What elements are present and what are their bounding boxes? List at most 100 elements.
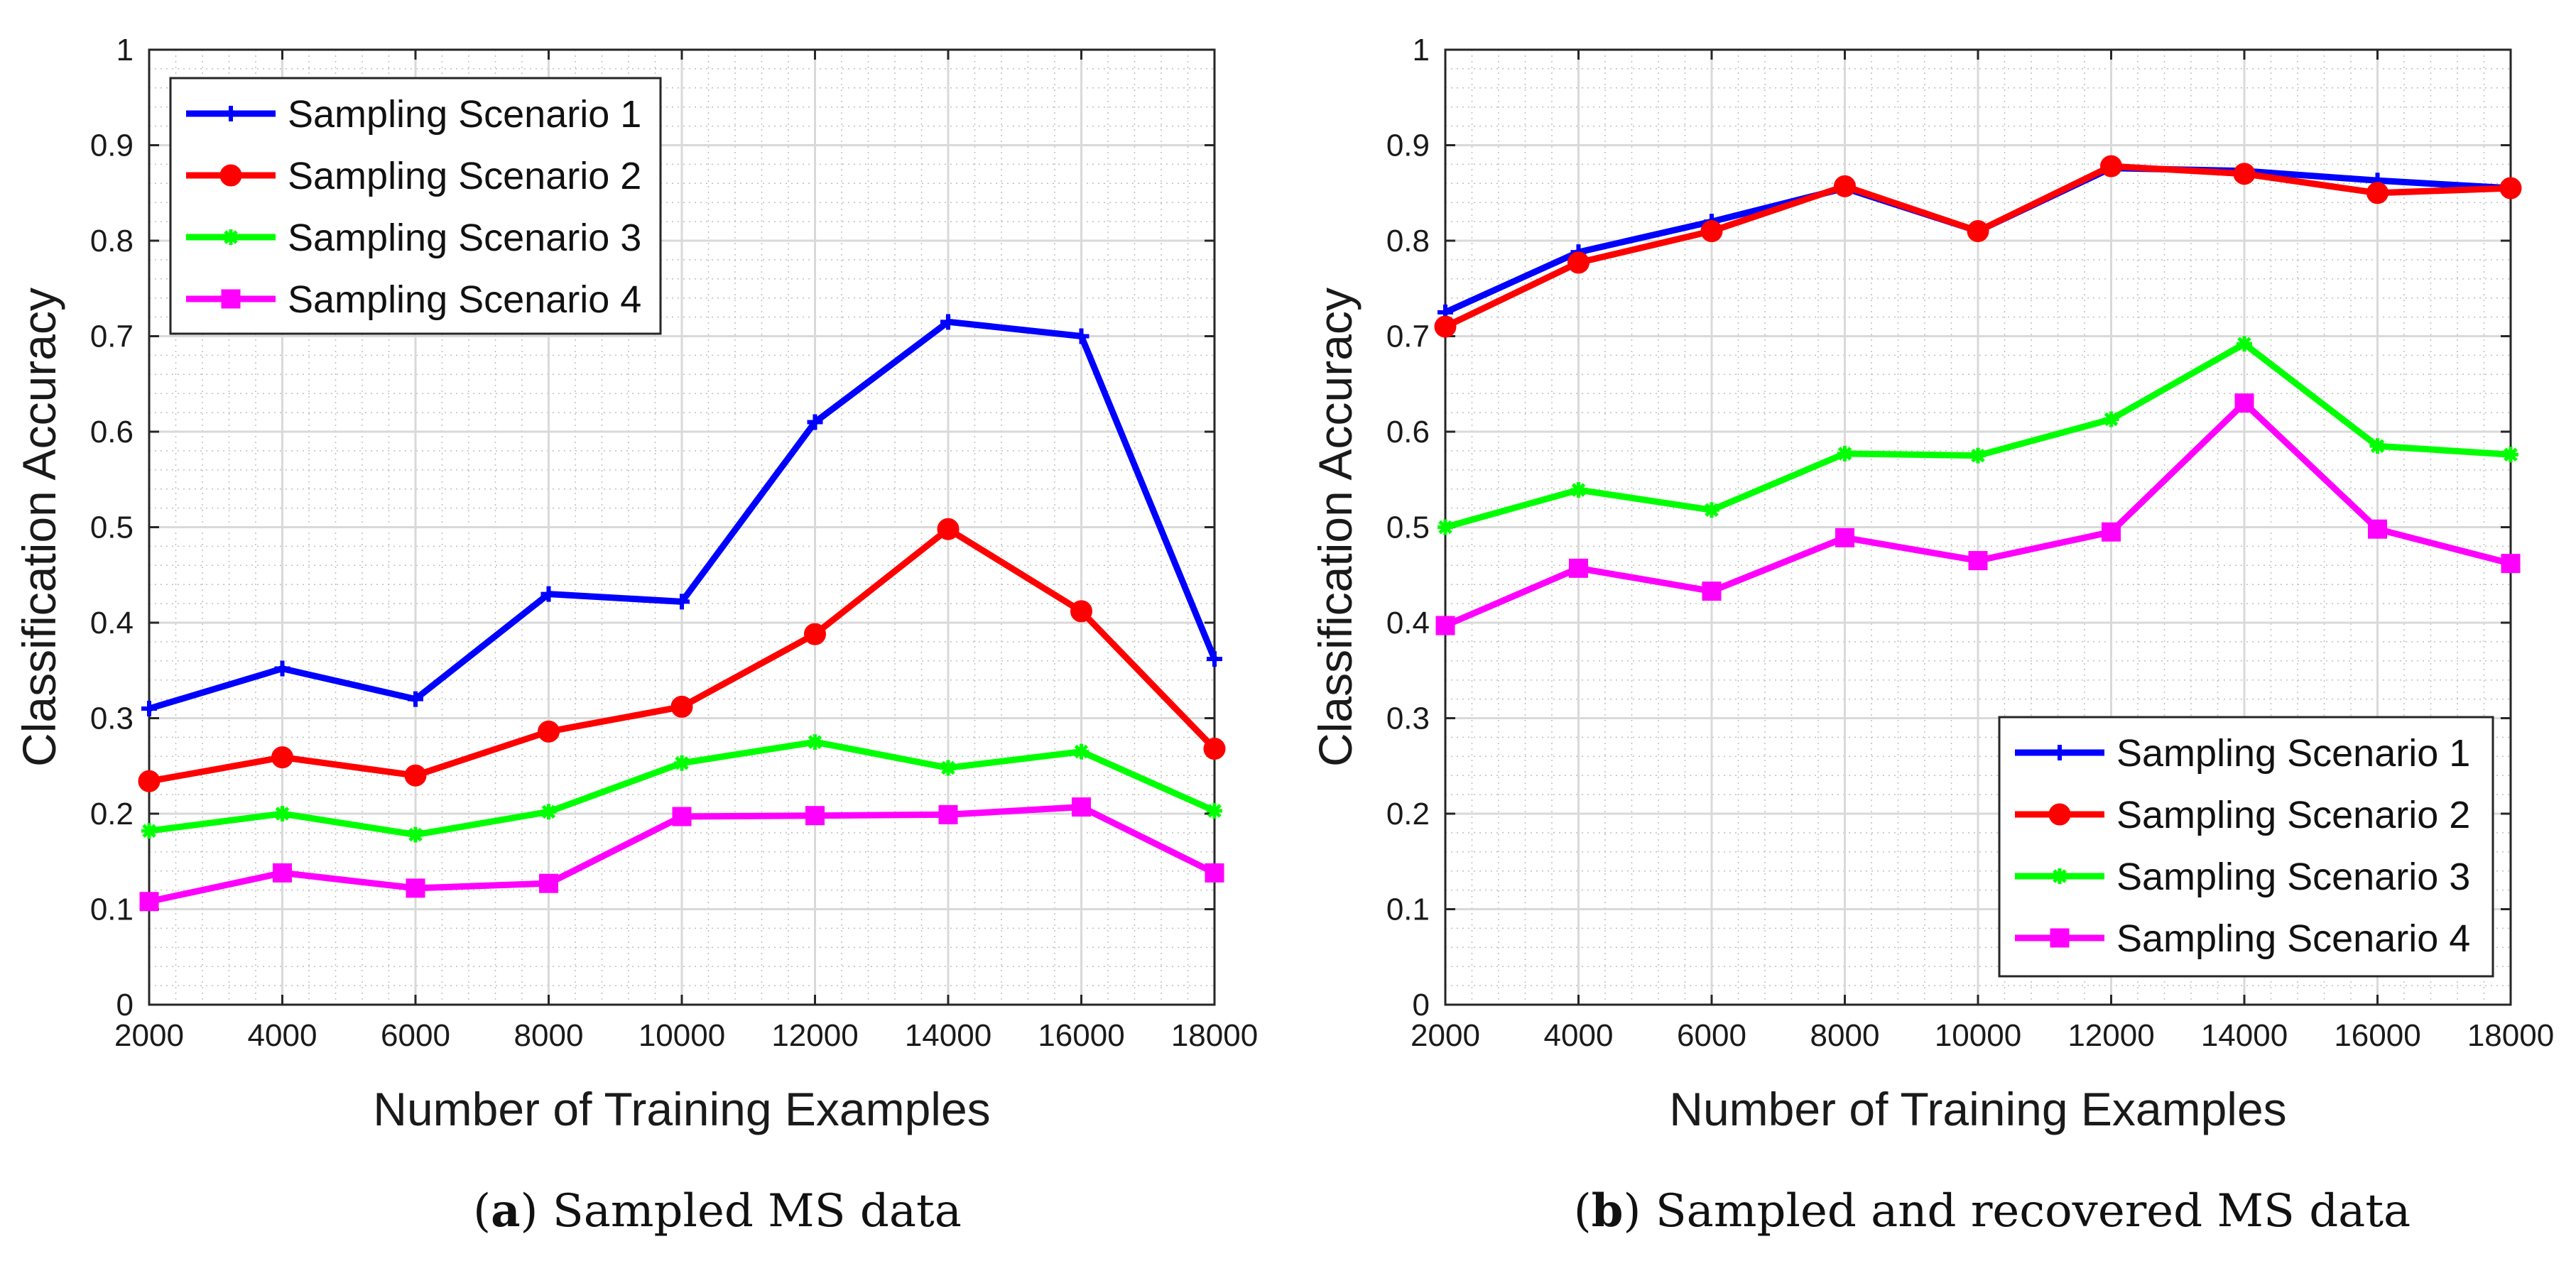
data-point-b-2 [1567, 251, 1589, 274]
data-point-b-4 [2501, 554, 2521, 574]
legend-item-a-4: Sampling Scenario 4 [186, 278, 641, 321]
data-point-b-4 [1968, 551, 1988, 571]
legend-label-a-2: Sampling Scenario 2 [288, 155, 641, 197]
legend-label-a-4: Sampling Scenario 4 [288, 278, 641, 321]
data-point-a-2 [804, 623, 826, 645]
data-point-a-3 [141, 823, 157, 839]
data-point-b-4 [1702, 582, 1722, 601]
data-point-b-2 [1434, 315, 1457, 338]
y-tick-label-b: 0.8 [1386, 224, 1430, 258]
data-point-b-2 [1967, 220, 1989, 243]
data-point-b-4 [1435, 616, 1455, 635]
y-tick-label-b: 0.2 [1386, 797, 1430, 831]
y-tick-label-a: 0.9 [90, 129, 134, 163]
x-tick-label-b: 14000 [2201, 1018, 2288, 1053]
y-tick-label-a: 0.2 [90, 797, 134, 831]
legend-label-b-3: Sampling Scenario 3 [2116, 856, 2470, 898]
caption-a-text: Sampled MS data [538, 1185, 962, 1238]
data-point-a-4 [139, 892, 159, 912]
data-point-a-1 [674, 594, 690, 610]
legend-marker-a-2 [219, 164, 242, 187]
x-tick-label-b: 6000 [1677, 1018, 1746, 1053]
legend-item-b-4: Sampling Scenario 4 [2015, 917, 2470, 960]
legend-b: Sampling Scenario 1 Sampling Scenario 2 Sa… [1998, 716, 2494, 978]
caption-a: (a) Sampled MS data [473, 1184, 962, 1238]
panel-b: 2000 4000 6000 8000 10000 12000 14000 16000 1800… [1309, 33, 2554, 1135]
legend-marker-b-1 [2052, 745, 2067, 760]
y-tick-label-a: 0.6 [90, 415, 134, 449]
y-tick-label-a: 0.8 [90, 224, 134, 258]
legend-marker-b-2 [2048, 803, 2071, 826]
x-axis-label-b: Number of Training Examples [1669, 1083, 2286, 1135]
data-point-b-3 [2237, 336, 2252, 352]
data-point-a-3 [1073, 743, 1089, 760]
x-tick-label-b: 12000 [2067, 1018, 2154, 1053]
x-tick-label-b: 4000 [1544, 1018, 1614, 1053]
x-tick-label-b: 10000 [1935, 1018, 2021, 1053]
data-point-b-4 [1835, 528, 1854, 547]
data-point-b-2 [2233, 163, 2256, 185]
legend-marker-a-4 [221, 289, 241, 309]
x-tick-label-a: 10000 [638, 1018, 725, 1053]
x-tick-label-a: 18000 [1171, 1018, 1258, 1053]
data-point-a-1 [274, 660, 290, 677]
caption-b-text: Sampled and recovered MS data [1641, 1185, 2411, 1238]
y-tick-label-b: 0.4 [1386, 606, 1430, 640]
data-point-b-2 [1700, 220, 1723, 243]
y-tick-label-a: 1 [116, 33, 134, 67]
data-point-a-1 [807, 414, 823, 430]
data-point-b-3 [1837, 445, 1853, 462]
y-tick-label-a: 0.3 [90, 702, 134, 736]
legend-item-b-1: Sampling Scenario 1 [2015, 732, 2470, 775]
data-point-b-3 [2103, 411, 2119, 427]
caption-a-label: a [491, 1184, 520, 1238]
legend-label-a-1: Sampling Scenario 1 [288, 93, 641, 136]
legend-label-b-2: Sampling Scenario 2 [2116, 794, 2470, 836]
x-tick-label-a: 2000 [114, 1018, 184, 1053]
data-point-a-1 [1073, 328, 1089, 344]
data-point-a-4 [273, 863, 292, 883]
x-tick-label-b: 18000 [2467, 1018, 2554, 1053]
legend-label-a-3: Sampling Scenario 3 [288, 217, 641, 259]
y-tick-label-b: 1 [1413, 33, 1430, 67]
data-point-b-3 [1570, 482, 1587, 498]
legend-marker-a-1 [223, 106, 239, 121]
x-tick-label-b: 16000 [2334, 1018, 2420, 1053]
data-point-b-3 [1704, 502, 1719, 518]
x-tick-label-a: 4000 [248, 1018, 317, 1053]
data-point-a-4 [539, 873, 558, 893]
x-tick-label-b: 8000 [1810, 1018, 1880, 1053]
y-tick-label-a: 0.1 [90, 892, 134, 927]
data-point-b-3 [1970, 447, 1986, 464]
y-tick-label-b: 0.1 [1386, 892, 1430, 927]
data-point-b-4 [2102, 522, 2121, 542]
data-point-a-1 [141, 701, 157, 717]
y-tick-label-b: 0.6 [1386, 415, 1430, 449]
x-tick-label-a: 6000 [381, 1018, 450, 1053]
series-a-1 [141, 314, 1222, 717]
data-point-a-3 [408, 826, 423, 843]
data-point-b-2 [2366, 182, 2388, 204]
data-point-a-1 [540, 586, 557, 602]
y-tick-label-a: 0.4 [90, 606, 134, 640]
data-point-a-3 [807, 734, 823, 750]
y-axis-label-a: Classification Accuracy [13, 288, 65, 767]
caption-b: (b) Sampled and recovered MS data [1574, 1184, 2411, 1238]
y-tick-label-b: 0 [1413, 988, 1430, 1022]
data-point-b-4 [2368, 519, 2387, 539]
data-point-a-4 [805, 806, 825, 826]
data-point-a-3 [540, 804, 557, 820]
data-point-b-2 [1834, 175, 1856, 197]
x-tick-label-a: 14000 [905, 1018, 991, 1053]
data-point-a-1 [1207, 651, 1222, 667]
legend-label-b-4: Sampling Scenario 4 [2116, 917, 2470, 960]
data-point-b-2 [2499, 177, 2522, 200]
legend-label-b-1: Sampling Scenario 1 [2116, 732, 2470, 775]
data-point-a-2 [138, 770, 161, 792]
data-point-a-3 [940, 760, 956, 776]
data-point-b-3 [2503, 447, 2518, 463]
series-a-2 [138, 518, 1226, 792]
y-tick-label-b: 0.5 [1386, 511, 1430, 545]
legend-item-a-3: Sampling Scenario 3 [186, 217, 641, 259]
